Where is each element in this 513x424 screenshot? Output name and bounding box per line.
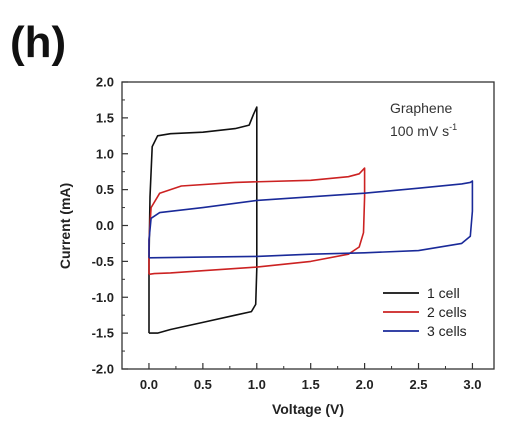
x-tick-label: 2.5 <box>409 377 427 392</box>
panel-label: (h) <box>10 18 67 67</box>
y-tick-label: -1.5 <box>92 326 114 341</box>
legend: 1 cell 2 cells 3 cells <box>383 285 467 339</box>
annotation-scan-rate: 100 mV s-1 <box>390 122 457 139</box>
axis-ticks <box>122 81 474 370</box>
annotation-scan-rate-text: 100 mV s <box>390 123 449 139</box>
y-tick-labels: -2.0 -1.5 -1.0 -0.5 0.0 0.5 1.0 1.5 2.0 <box>92 75 114 377</box>
series-line-1-cell <box>148 106 258 334</box>
x-tick-label: 2.0 <box>356 377 374 392</box>
series-line-3-cells <box>148 180 474 259</box>
y-tick-label: 0.5 <box>96 182 114 197</box>
y-tick-label: 2.0 <box>96 75 114 90</box>
y-tick-label: -0.5 <box>92 254 114 269</box>
legend-label: 3 cells <box>427 323 467 339</box>
series-line-2-cells <box>148 167 366 276</box>
x-tick-label: 1.0 <box>248 377 266 392</box>
annotation-material: Graphene <box>390 100 452 116</box>
legend-label: 2 cells <box>427 304 467 320</box>
y-axis-title: Current (mA) <box>57 183 73 269</box>
y-tick-label: 0.0 <box>96 218 114 233</box>
x-tick-labels: 0.0 0.5 1.0 1.5 2.0 2.5 3.0 <box>140 377 482 392</box>
x-axis-title: Voltage (V) <box>272 401 344 417</box>
y-tick-label: 1.5 <box>96 110 114 125</box>
legend-label: 1 cell <box>427 285 460 301</box>
x-tick-label: 1.5 <box>302 377 320 392</box>
y-tick-label: 1.0 <box>96 146 114 161</box>
x-tick-label: 0.5 <box>194 377 212 392</box>
x-tick-label: 0.0 <box>140 377 158 392</box>
series-layer <box>148 106 474 334</box>
x-tick-label: 3.0 <box>463 377 481 392</box>
y-tick-label: -2.0 <box>92 362 114 377</box>
annotation-scan-rate-sup: -1 <box>449 122 457 132</box>
y-tick-label: -1.0 <box>92 290 114 305</box>
